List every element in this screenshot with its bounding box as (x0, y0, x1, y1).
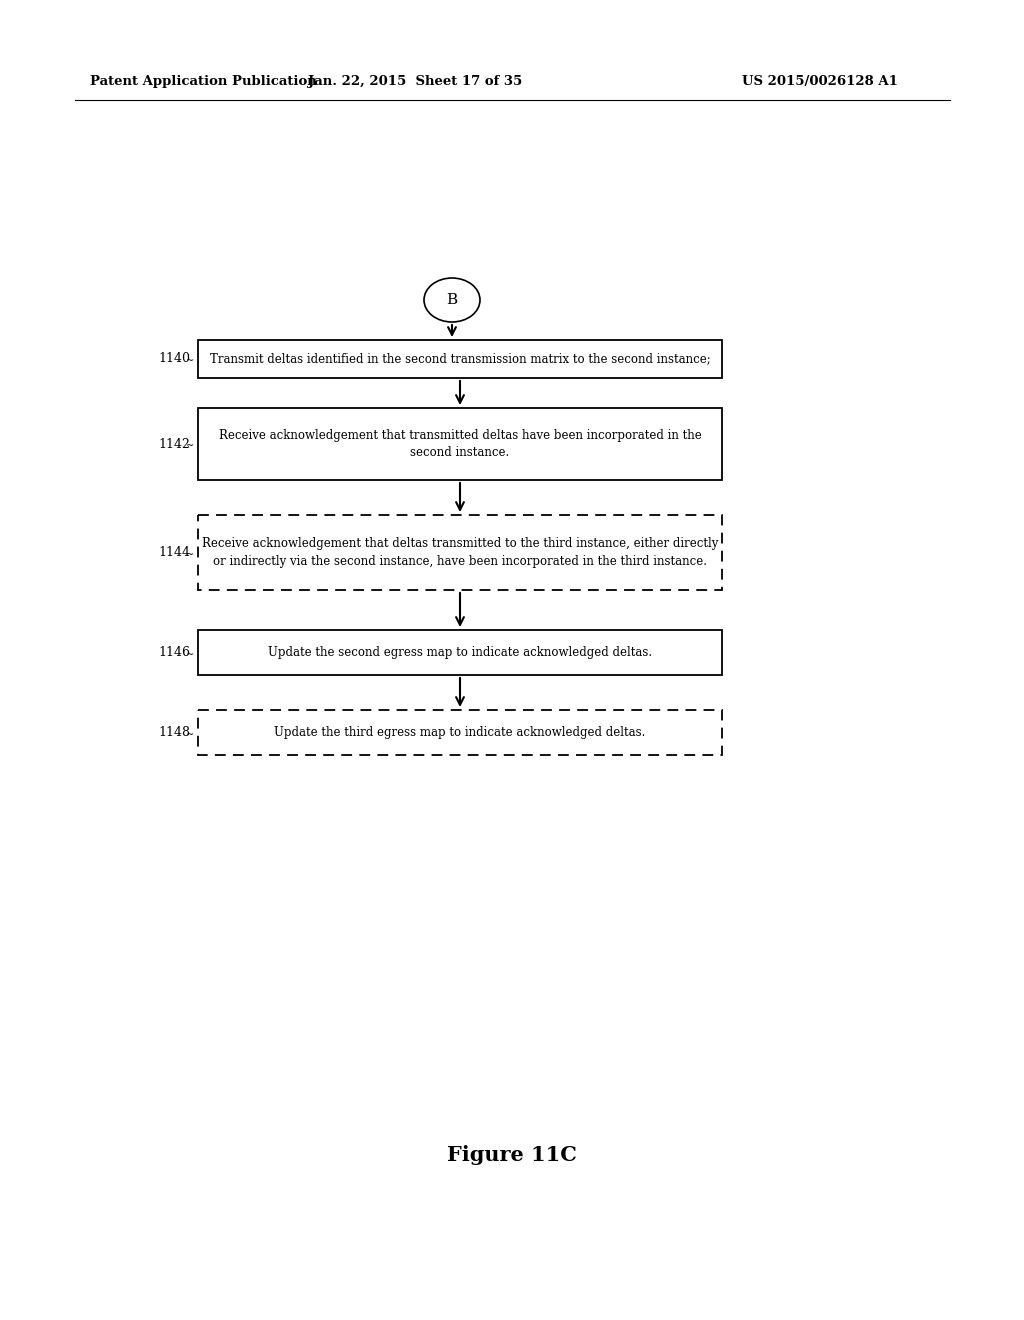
Text: 1148: 1148 (158, 726, 190, 739)
Text: 1146: 1146 (158, 645, 190, 659)
Text: 1142: 1142 (158, 437, 190, 450)
Text: Jan. 22, 2015  Sheet 17 of 35: Jan. 22, 2015 Sheet 17 of 35 (308, 75, 522, 88)
Text: 1140: 1140 (158, 352, 190, 366)
Text: ~: ~ (186, 441, 194, 450)
Bar (198, 408, 722, 480)
Text: Figure 11C: Figure 11C (447, 1144, 577, 1166)
Text: B: B (446, 293, 458, 308)
Text: Transmit deltas identified in the second transmission matrix to the second insta: Transmit deltas identified in the second… (210, 352, 711, 366)
Bar (198, 515, 722, 590)
Bar (198, 710, 722, 755)
Text: Update the third egress map to indicate acknowledged deltas.: Update the third egress map to indicate … (274, 726, 646, 739)
Text: US 2015/0026128 A1: US 2015/0026128 A1 (742, 75, 898, 88)
Text: Receive acknowledgement that transmitted deltas have been incorporated in the
se: Receive acknowledgement that transmitted… (219, 429, 701, 459)
Text: ~: ~ (186, 649, 194, 659)
Text: ~: ~ (186, 356, 194, 366)
Text: ~: ~ (186, 550, 194, 558)
Text: Update the second egress map to indicate acknowledged deltas.: Update the second egress map to indicate… (268, 645, 652, 659)
Text: Patent Application Publication: Patent Application Publication (90, 75, 316, 88)
Bar (198, 341, 722, 378)
Text: Receive acknowledgement that deltas transmitted to the third instance, either di: Receive acknowledgement that deltas tran… (202, 537, 718, 568)
Bar (198, 630, 722, 675)
Text: 1144: 1144 (158, 546, 190, 558)
Text: ~: ~ (186, 730, 194, 739)
